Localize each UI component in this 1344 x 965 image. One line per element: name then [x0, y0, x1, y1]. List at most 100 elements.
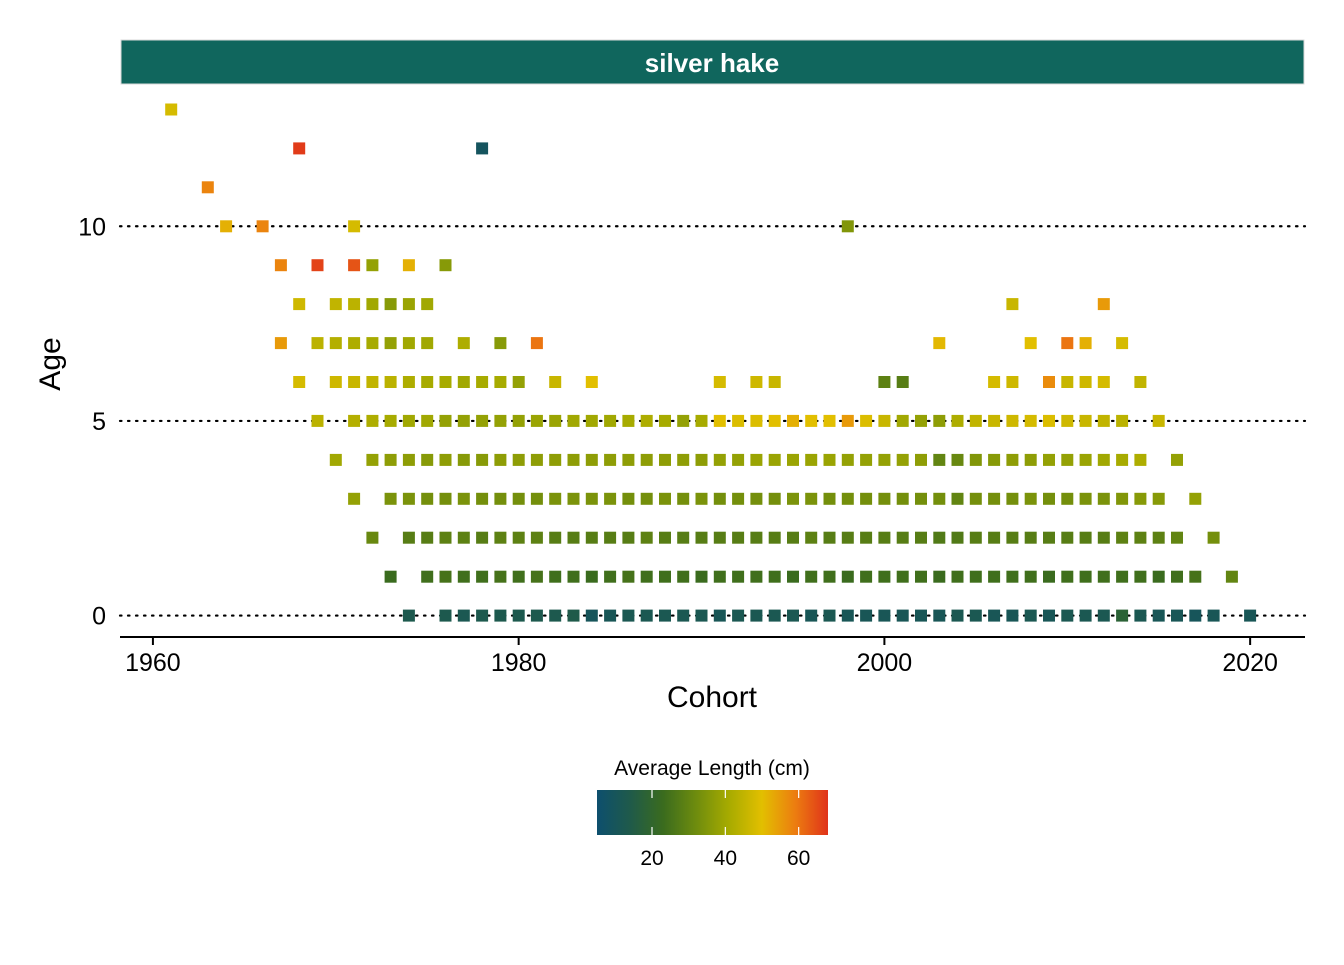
- tile-cohort-2004-age-3: [951, 492, 964, 505]
- tile-cohort-1977-age-5: [457, 414, 470, 427]
- tile-cohort-1968-age-6: [293, 376, 306, 388]
- tile-cohort-1972-age-4: [366, 453, 379, 466]
- axes: 1960 1980 2000 2020 0 5 10: [78, 213, 1305, 677]
- tile-cohort-1964-age-10: [220, 220, 233, 233]
- tile-cohort-2007-age-3: [1006, 492, 1019, 505]
- tile-cohort-2005-age-5: [969, 414, 982, 427]
- tile-cohort-1977-age-3: [457, 492, 470, 505]
- tile-cohort-2009-age-5: [1043, 414, 1055, 427]
- tile-cohort-1981-age-1: [530, 570, 543, 583]
- tile-cohort-2008-age-7: [1024, 337, 1037, 350]
- tile-cohort-1989-age-3: [677, 492, 690, 505]
- tile-cohort-1996-age-3: [805, 492, 818, 505]
- tile-cohort-2013-age-4: [1116, 453, 1129, 466]
- tile-cohort-1997-age-2: [823, 531, 836, 544]
- tile-cohort-2012-age-8: [1097, 298, 1110, 311]
- tile-cohort-2002-age-4: [915, 453, 927, 466]
- tile-cohort-1986-age-0: [622, 609, 635, 622]
- tile-cohort-1987-age-3: [640, 492, 653, 505]
- tile-cohort-2005-age-2: [969, 531, 982, 544]
- tile-cohort-1987-age-0: [640, 609, 653, 622]
- tile-cohort-1978-age-3: [476, 492, 489, 505]
- tile-cohort-1972-age-8: [366, 298, 379, 311]
- y-tick-label-0: 0: [92, 603, 106, 631]
- tile-cohort-2011-age-5: [1079, 414, 1092, 427]
- tile-cohort-2012-age-2: [1097, 531, 1110, 544]
- tile-cohort-1986-age-1: [622, 570, 635, 583]
- tile-cohort-1977-age-0: [457, 609, 470, 622]
- tile-cohort-1973-age-1: [384, 570, 397, 583]
- tile-cohort-2010-age-6: [1061, 376, 1074, 388]
- tile-cohort-2012-age-0: [1097, 609, 1110, 622]
- tile-cohort-1988-age-4: [659, 453, 671, 466]
- tile-cohort-1991-age-3: [713, 492, 726, 505]
- tile-cohort-2018-age-0: [1207, 609, 1220, 622]
- tile-cohort-2007-age-2: [1006, 531, 1019, 544]
- tile-cohort-1978-age-4: [476, 453, 489, 466]
- tile-cohort-2011-age-3: [1079, 492, 1092, 505]
- tile-cohort-1999-age-2: [860, 531, 873, 544]
- tile-cohort-2000-age-4: [878, 453, 891, 466]
- tile-cohort-1988-age-5: [659, 414, 671, 427]
- tile-cohort-2010-age-7: [1061, 337, 1074, 350]
- tile-cohort-2012-age-5: [1097, 414, 1110, 427]
- tile-cohort-2000-age-0: [878, 609, 891, 622]
- tile-cohort-1989-age-0: [677, 609, 690, 622]
- tile-cohort-1982-age-6: [549, 376, 562, 388]
- tile-cohort-2010-age-4: [1061, 453, 1074, 466]
- tile-cohort-1982-age-3: [549, 492, 562, 505]
- tile-cohort-2007-age-1: [1006, 570, 1019, 583]
- tile-cohort-1971-age-3: [348, 492, 361, 505]
- tile-cohort-1994-age-4: [768, 453, 781, 466]
- tile-cohort-1993-age-6: [750, 376, 763, 388]
- tile-cohort-1988-age-2: [659, 531, 671, 544]
- tile-cohort-2012-age-6: [1097, 376, 1110, 388]
- tile-cohort-2000-age-2: [878, 531, 891, 544]
- tile-cohort-1984-age-3: [585, 492, 598, 505]
- tile-cohort-1992-age-2: [732, 531, 745, 544]
- tile-cohort-1994-age-5: [768, 414, 781, 427]
- x-tick-label-2000: 2000: [857, 649, 913, 677]
- tile-cohort-2016-age-2: [1171, 531, 1183, 544]
- tile-cohort-1973-age-7: [384, 337, 397, 350]
- tile-cohort-2002-age-5: [915, 414, 927, 427]
- tile-cohort-1973-age-4: [384, 453, 397, 466]
- tile-cohort-2013-age-1: [1116, 570, 1129, 583]
- tile-cohort-1976-age-2: [439, 531, 452, 544]
- tile-cohort-1986-age-4: [622, 453, 635, 466]
- tile-cohort-1982-age-4: [549, 453, 562, 466]
- tile-cohort-1990-age-4: [695, 453, 708, 466]
- tile-cohort-1971-age-10: [348, 220, 361, 233]
- tile-cohort-1988-age-0: [659, 609, 671, 622]
- tile-cohort-2007-age-0: [1006, 609, 1019, 622]
- tile-cohort-2003-age-1: [933, 570, 946, 583]
- tile-cohort-1976-age-3: [439, 492, 452, 505]
- legend-ticks: 20 40 60: [640, 790, 810, 870]
- tile-cohort-1992-age-5: [732, 414, 745, 427]
- tile-cohort-2009-age-1: [1043, 570, 1055, 583]
- tile-cohort-1991-age-1: [713, 570, 726, 583]
- tile-cohort-2015-age-5: [1152, 414, 1165, 427]
- tile-cohort-2014-age-2: [1134, 531, 1147, 544]
- tile-cohort-2007-age-4: [1006, 453, 1019, 466]
- tile-cohort-1985-age-4: [604, 453, 617, 466]
- tile-cohort-2003-age-4: [933, 453, 946, 466]
- tile-cohort-1972-age-9: [366, 259, 379, 272]
- tile-cohort-2005-age-4: [969, 453, 982, 466]
- tile-cohort-2000-age-6: [878, 376, 891, 388]
- tile-cohort-1984-age-5: [585, 414, 598, 427]
- tile-cohort-2010-age-1: [1061, 570, 1074, 583]
- tile-cohort-1976-age-1: [439, 570, 452, 583]
- tile-cohort-1996-age-4: [805, 453, 818, 466]
- tile-cohort-2011-age-2: [1079, 531, 1092, 544]
- tile-cohort-1982-age-5: [549, 414, 562, 427]
- tile-cohort-1992-age-3: [732, 492, 745, 505]
- tile-cohort-1988-age-1: [659, 570, 671, 583]
- tile-cohort-1981-age-4: [530, 453, 543, 466]
- tile-cohort-2010-age-0: [1061, 609, 1074, 622]
- tile-cohort-1984-age-4: [585, 453, 598, 466]
- tile-cohort-1979-age-2: [494, 531, 507, 544]
- tile-cohort-2004-age-4: [951, 453, 964, 466]
- tile-cohort-1980-age-2: [512, 531, 525, 544]
- tile-cohort-1982-age-1: [549, 570, 562, 583]
